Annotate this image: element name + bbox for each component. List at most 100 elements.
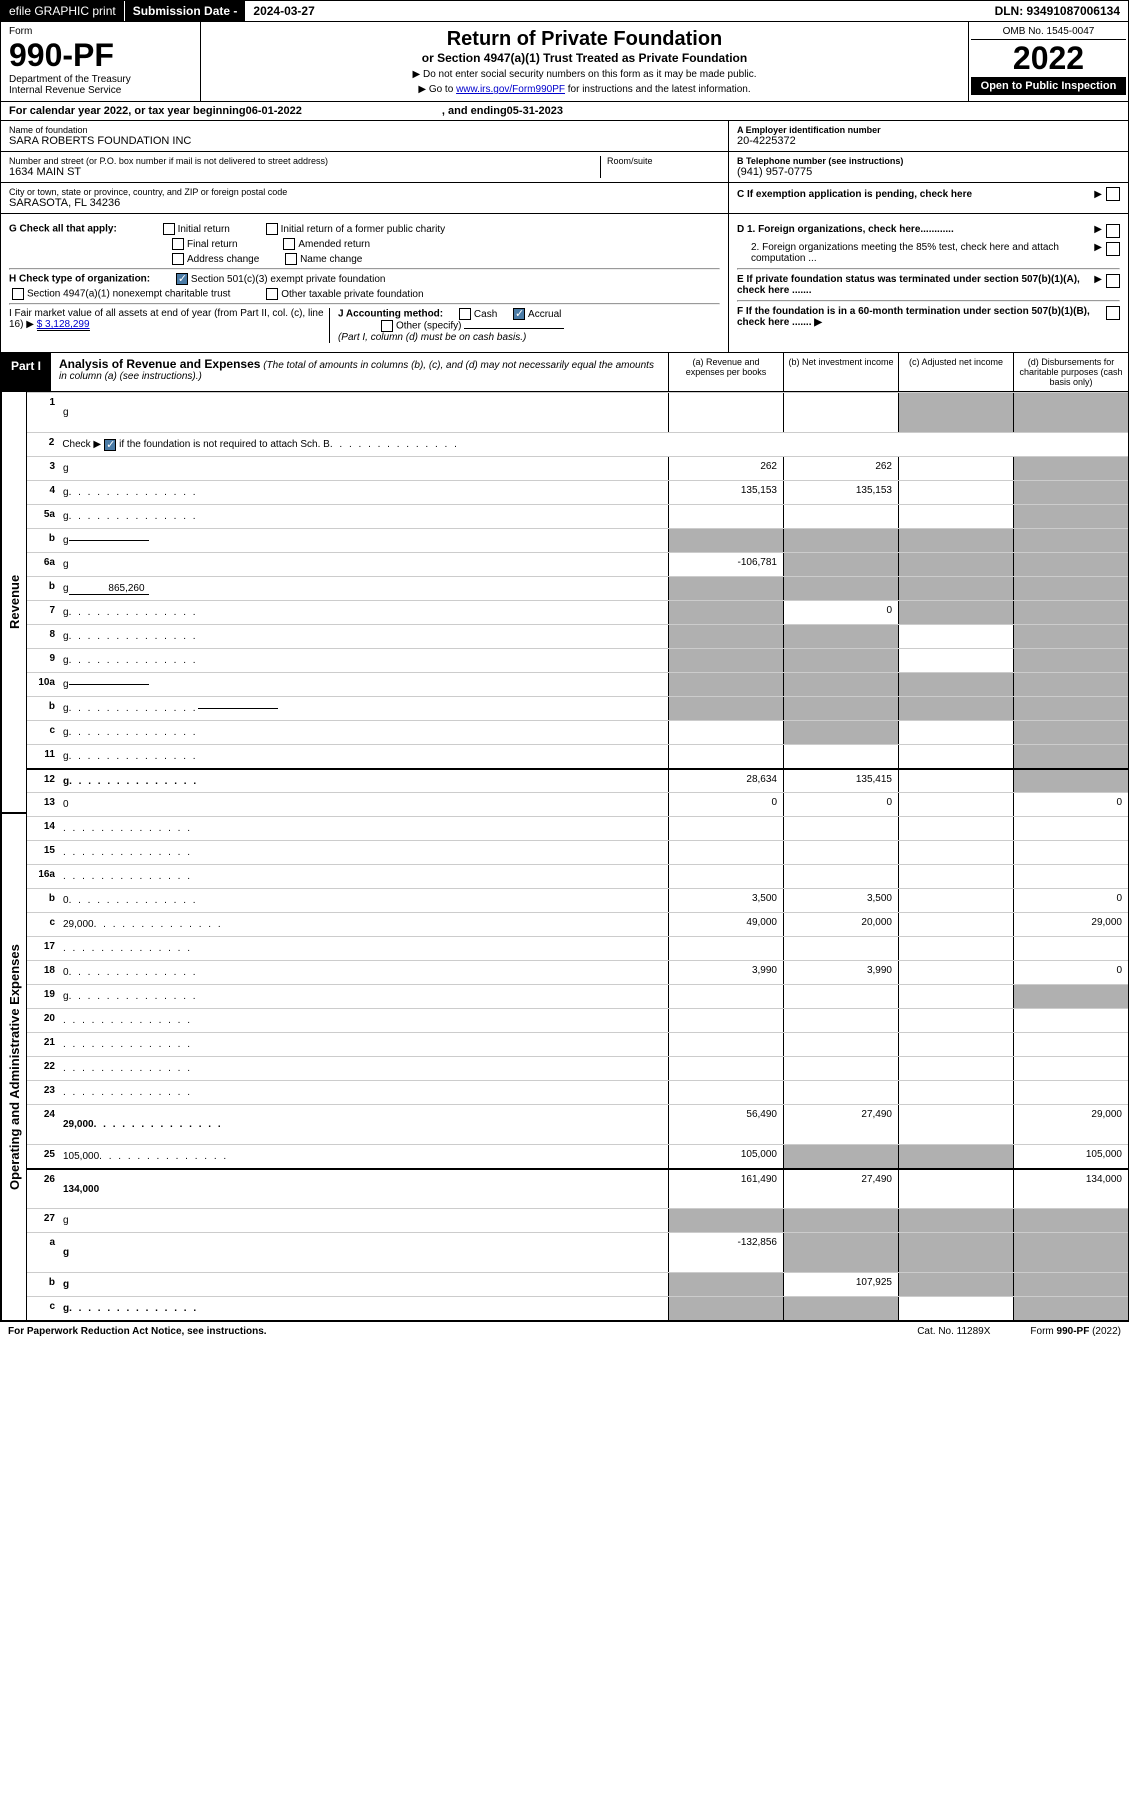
efile-print-button[interactable]: efile GRAPHIC print	[1, 1, 125, 21]
revenue-side-label: Revenue	[1, 392, 27, 812]
d1-checkbox[interactable]	[1106, 224, 1120, 238]
col-d-value	[1013, 1033, 1128, 1056]
col-d-value	[1013, 673, 1128, 696]
e-checkbox[interactable]	[1106, 274, 1120, 288]
col-c-value	[898, 817, 1013, 840]
j-note: (Part I, column (d) must be on cash basi…	[338, 332, 720, 343]
c-checkbox[interactable]	[1106, 187, 1120, 201]
f-text: F If the foundation is in a 60-month ter…	[737, 306, 1090, 328]
col-b-value: 135,415	[783, 770, 898, 792]
col-a-value	[668, 817, 783, 840]
line-6a: 6ag-106,781	[27, 552, 1128, 576]
col-a-value	[668, 745, 783, 768]
line-number: 9	[27, 649, 59, 672]
cat-number: Cat. No. 11289X	[917, 1326, 990, 1337]
address-change-checkbox[interactable]	[172, 253, 184, 265]
4947-checkbox[interactable]	[12, 288, 24, 300]
col-b-value	[783, 865, 898, 888]
expenses-side-label: Operating and Administrative Expenses	[1, 814, 27, 1320]
line-desc: Check ▶ if the foundation is not require…	[58, 433, 1128, 456]
line-desc: g	[59, 481, 668, 504]
d2-checkbox[interactable]	[1106, 242, 1120, 256]
col-c-value	[898, 577, 1013, 600]
501c3-checkbox[interactable]	[176, 273, 188, 285]
line-3: 3g262262	[27, 456, 1128, 480]
part1-title: Analysis of Revenue and Expenses	[59, 357, 260, 371]
sch-b-checkbox[interactable]	[104, 439, 116, 451]
cash-checkbox[interactable]	[459, 308, 471, 320]
other-taxable-checkbox[interactable]	[266, 288, 278, 300]
form990pf-link[interactable]: www.irs.gov/Form990PF	[456, 84, 565, 95]
col-b-value: 3,500	[783, 889, 898, 912]
col-c-value	[898, 913, 1013, 936]
line-12: 12g28,634135,415	[27, 768, 1128, 792]
part1-desc: Analysis of Revenue and Expenses (The to…	[51, 353, 668, 391]
line-b: bg	[27, 528, 1128, 552]
line-number: 5a	[27, 505, 59, 528]
initial-former-checkbox[interactable]	[266, 223, 278, 235]
col-a-value	[668, 697, 783, 720]
col-d-value	[1013, 985, 1128, 1008]
line-25: 25105,000105,000105,000	[27, 1144, 1128, 1168]
g-opt-2: Final return	[187, 239, 238, 250]
checks-right: D 1. Foreign organizations, check here..…	[728, 214, 1128, 352]
amended-return-checkbox[interactable]	[283, 238, 295, 250]
col-c-value	[898, 457, 1013, 480]
col-b-value	[783, 505, 898, 528]
col-d-value	[1013, 1273, 1128, 1296]
i-fmv-value[interactable]: $ 3,128,299	[37, 319, 90, 331]
col-a-value	[668, 625, 783, 648]
col-c-value	[898, 1297, 1013, 1320]
f-checkbox[interactable]	[1106, 306, 1120, 320]
line-desc: 0	[59, 793, 668, 816]
initial-return-checkbox[interactable]	[163, 223, 175, 235]
form-block: Form 990-PF Department of the Treasury I…	[1, 22, 201, 101]
other-method-checkbox[interactable]	[381, 320, 393, 332]
col-b-hdr: (b) Net investment income	[783, 353, 898, 391]
col-a-value	[668, 1057, 783, 1080]
h-label: H Check type of organization:	[9, 274, 150, 285]
final-return-checkbox[interactable]	[172, 238, 184, 250]
col-a-value	[668, 721, 783, 744]
col-b-value: 262	[783, 457, 898, 480]
line-26: 26134,000161,49027,490134,000	[27, 1168, 1128, 1208]
line-desc: 0	[59, 889, 668, 912]
col-b-value	[783, 1033, 898, 1056]
line-number: 17	[27, 937, 59, 960]
line-desc: g	[59, 721, 668, 744]
col-c-value	[898, 673, 1013, 696]
accrual-checkbox[interactable]	[513, 308, 525, 320]
e-row: E If private foundation status was termi…	[737, 274, 1120, 296]
irs-label: Internal Revenue Service	[9, 85, 192, 96]
col-a-value	[668, 1033, 783, 1056]
address-cell: Number and street (or P.O. box number if…	[1, 152, 728, 183]
city-cell: City or town, state or province, country…	[1, 183, 728, 213]
col-a-value	[668, 937, 783, 960]
ij-row: I Fair market value of all assets at end…	[9, 308, 720, 343]
line-desc: g	[59, 625, 668, 648]
line-b: bg865,260	[27, 576, 1128, 600]
line-13: 130000	[27, 792, 1128, 816]
col-a-value: 49,000	[668, 913, 783, 936]
pra-notice: For Paperwork Reduction Act Notice, see …	[8, 1326, 267, 1337]
col-a-value	[668, 1081, 783, 1104]
col-b-value: 20,000	[783, 913, 898, 936]
tel-cell: B Telephone number (see instructions) (9…	[729, 152, 1128, 183]
c-label: C If exemption application is pending, c…	[737, 189, 1094, 200]
col-a-value	[668, 601, 783, 624]
col-c-value	[898, 649, 1013, 672]
line-desc	[59, 1033, 668, 1056]
cal-begin: 06-01-2022	[246, 105, 302, 117]
col-c-value	[898, 1105, 1013, 1144]
col-b-value: 0	[783, 793, 898, 816]
open-to-public: Open to Public Inspection	[971, 77, 1126, 95]
calendar-year-row: For calendar year 2022, or tax year begi…	[0, 102, 1129, 121]
name-change-checkbox[interactable]	[285, 253, 297, 265]
ein-label: A Employer identification number	[737, 125, 1120, 135]
line-b: bg	[27, 696, 1128, 720]
col-b-value: 107,925	[783, 1273, 898, 1296]
c-pending-cell: C If exemption application is pending, c…	[729, 183, 1128, 205]
col-d-value	[1013, 1233, 1128, 1272]
col-a-value	[668, 865, 783, 888]
col-d-value	[1013, 481, 1128, 504]
